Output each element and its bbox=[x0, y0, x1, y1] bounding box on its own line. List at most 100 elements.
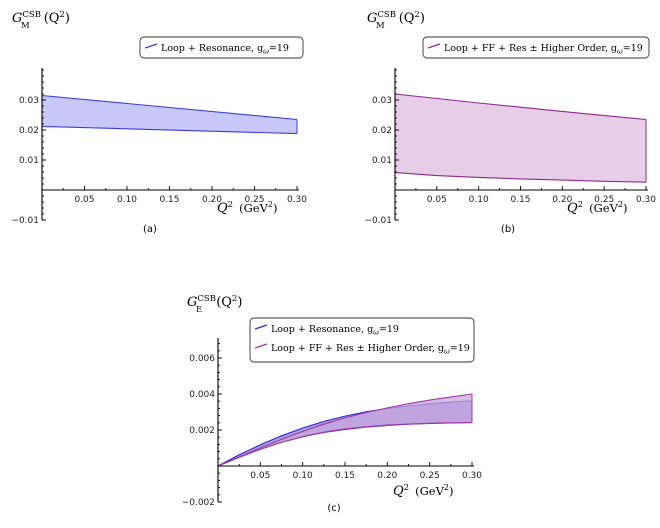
x-label-unit: (GeV bbox=[589, 201, 618, 215]
x-label-unit-sup: 2 bbox=[618, 200, 623, 209]
panel-caption-b: (b) bbox=[501, 224, 515, 235]
x-label-sup: 2 bbox=[578, 200, 583, 210]
legend-text: Loop + Resonance, g bbox=[271, 324, 373, 335]
band-lower-line-a-0 bbox=[41, 125, 298, 135]
x-tick-label-c: 0.05 bbox=[250, 471, 270, 481]
x-axis-label-c: Q2 (GeV2) bbox=[393, 483, 453, 499]
x-label-main: Q bbox=[393, 484, 404, 499]
band-upper-line-c-1 bbox=[217, 393, 473, 467]
y-tick-label-a: −0.01 bbox=[11, 216, 39, 226]
legend-tail: =19 bbox=[379, 324, 399, 335]
y-label-arg: (Q bbox=[44, 11, 60, 26]
y-label-main: G bbox=[187, 295, 197, 310]
legend-sub: ω bbox=[263, 48, 269, 56]
legend-entry-b-0: Loop + FF + Res ± Higher Order, gω=19 bbox=[444, 43, 643, 56]
x-tick-label-a: 0.10 bbox=[117, 195, 137, 205]
band-upper-line-b-0 bbox=[394, 93, 647, 121]
x-tick-label-b: 0.15 bbox=[510, 195, 530, 205]
y-tick-label-b: 0.03 bbox=[372, 96, 392, 106]
y-tick-label-b: −0.01 bbox=[364, 216, 392, 226]
legend-tail: =19 bbox=[450, 343, 470, 354]
x-tick-label-b: 0.25 bbox=[594, 195, 614, 205]
y-axis-label-a: GCSB M (Q2) bbox=[12, 10, 70, 31]
y-tick-label-a: 0.02 bbox=[19, 126, 39, 136]
x-tick-label-a: 0.20 bbox=[202, 195, 222, 205]
legend-sub: ω bbox=[373, 329, 379, 337]
y-tick-label-b: 0.02 bbox=[372, 126, 392, 136]
y-label-main: G bbox=[12, 11, 22, 26]
band-fill-c-1 bbox=[218, 394, 472, 466]
y-label-main: G bbox=[367, 11, 377, 26]
x-tick-label-a: 0.05 bbox=[74, 195, 94, 205]
y-label-sub: M bbox=[376, 21, 385, 31]
x-tick-label-b: 0.20 bbox=[552, 195, 572, 205]
y-label-arg: (Q bbox=[216, 295, 232, 310]
x-label-unit: (GeV bbox=[415, 484, 444, 498]
y-tick-label-a: 0.01 bbox=[19, 156, 39, 166]
x-tick-label-b: 0.10 bbox=[469, 195, 489, 205]
legend-tail: =19 bbox=[623, 43, 643, 54]
y-tick-label-b: 0.01 bbox=[372, 156, 392, 166]
y-label-sub: M bbox=[21, 21, 30, 31]
band-fill-b-0 bbox=[395, 94, 646, 183]
x-tick-label-c: 0.10 bbox=[293, 471, 313, 481]
band-upper-line-a-0 bbox=[41, 94, 298, 121]
y-tick-label-c: −0.002 bbox=[182, 498, 215, 508]
y-label-arg: (Q bbox=[399, 11, 415, 26]
legend-box-b bbox=[422, 36, 650, 59]
chart-panel-b: 0.05 0.10 0.15 0.20 0.25 0.30 −0.01 0.01 0.02 0.0… bbox=[364, 10, 656, 235]
x-label-sup: 2 bbox=[228, 200, 233, 210]
panel-caption-c: (c) bbox=[327, 503, 340, 514]
legend-text: Loop + FF + Res ± Higher Order, g bbox=[271, 343, 444, 354]
chart-panel-a: 0.05 0.10 0.15 0.20 0.25 0.30 −0.01 0.01 0.02 0.0… bbox=[11, 10, 307, 235]
x-label-unit-close: ) bbox=[623, 201, 628, 215]
x-tick-label-a: 0.30 bbox=[287, 195, 307, 205]
y-label-arg-sup: 2 bbox=[414, 10, 419, 20]
y-tick-label-c: 0.006 bbox=[189, 354, 215, 364]
legend-entry-c-1: Loop + FF + Res ± Higher Order, gω=19 bbox=[271, 343, 470, 356]
y-label-sup: CSB bbox=[377, 10, 396, 20]
x-tick-label-c: 0.25 bbox=[420, 471, 440, 481]
legend-swatch-c-1 bbox=[254, 343, 268, 349]
panel-caption-a: (a) bbox=[143, 224, 157, 235]
y-label-sub: E bbox=[196, 305, 202, 315]
legend-sub: ω bbox=[444, 348, 450, 356]
y-tick-label-c: 0.004 bbox=[189, 390, 215, 400]
x-tick-label-c: 0.20 bbox=[377, 471, 397, 481]
legend-box-c bbox=[249, 317, 475, 363]
y-tick-label-c: 0.002 bbox=[189, 426, 215, 436]
y-label-sup: CSB bbox=[197, 294, 216, 304]
x-tick-label-b: 0.05 bbox=[427, 195, 447, 205]
x-label-sup: 2 bbox=[404, 483, 409, 493]
legend-tail: =19 bbox=[269, 43, 289, 54]
x-label-unit-close: ) bbox=[273, 201, 278, 215]
legend-text: Loop + FF + Res ± Higher Order, g bbox=[444, 43, 617, 54]
x-tick-label-a: 0.15 bbox=[159, 195, 179, 205]
y-label-arg-close: ) bbox=[65, 11, 70, 26]
legend-swatch-b-0 bbox=[427, 43, 441, 49]
x-axis-label-a: Q2 (GeV2) bbox=[217, 200, 277, 216]
band-fill-a-0 bbox=[42, 95, 297, 134]
x-label-unit: (GeV bbox=[239, 201, 268, 215]
x-tick-label-b: 0.30 bbox=[636, 195, 656, 205]
x-tick-label-c: 0.30 bbox=[462, 471, 482, 481]
y-label-arg-sup: 2 bbox=[59, 10, 64, 20]
legend-box-a bbox=[139, 36, 304, 59]
y-label-arg-close: ) bbox=[420, 11, 425, 26]
x-axis-label-b: Q2 (GeV2) bbox=[567, 200, 627, 216]
legend-entry-a-0: Loop + Resonance, gω=19 bbox=[161, 43, 289, 56]
y-axis-label-b: GCSB M (Q2) bbox=[367, 10, 425, 31]
x-tick-label-a: 0.25 bbox=[244, 195, 264, 205]
band-lower-line-b-0 bbox=[394, 172, 647, 183]
y-tick-label-a: 0.03 bbox=[19, 96, 39, 106]
y-label-sup: CSB bbox=[22, 10, 41, 20]
y-axis-label-c: GCSB E (Q2) bbox=[187, 294, 242, 315]
x-label-unit-close: ) bbox=[449, 484, 454, 498]
legend-swatch-c-0 bbox=[254, 324, 268, 330]
legend-swatch-a-0 bbox=[144, 43, 158, 49]
x-label-main: Q bbox=[567, 201, 578, 216]
legend-text: Loop + Resonance, g bbox=[161, 43, 263, 54]
legend-entry-c-0: Loop + Resonance, gω=19 bbox=[271, 324, 399, 337]
x-label-main: Q bbox=[217, 201, 228, 216]
